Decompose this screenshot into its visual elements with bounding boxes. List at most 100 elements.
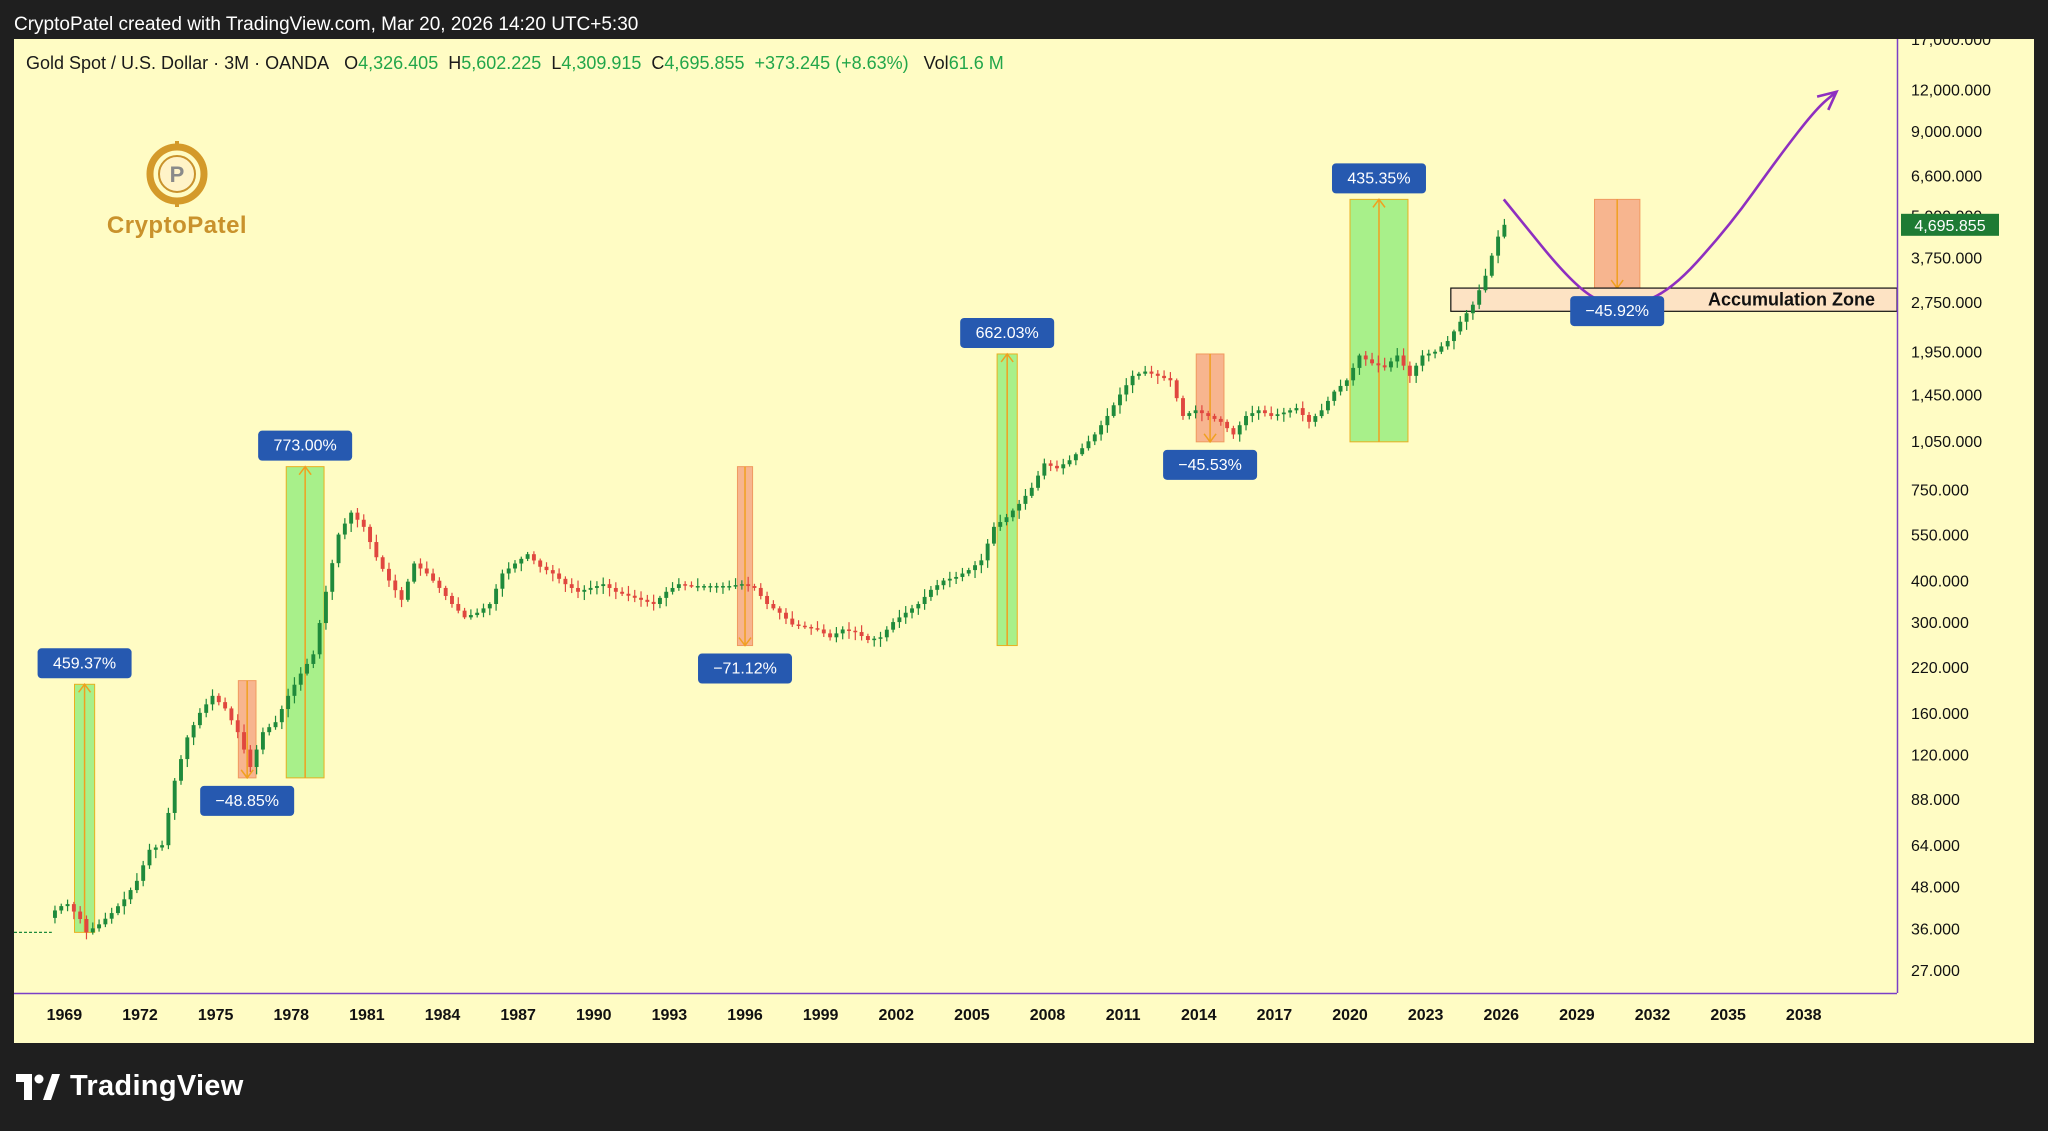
- candle-body: [216, 695, 221, 703]
- candle-body: [160, 845, 165, 848]
- candle-body: [928, 589, 933, 597]
- coin-logo-icon: P: [146, 141, 208, 207]
- candle-body: [771, 603, 776, 609]
- measure-arrow-head: [1000, 352, 1014, 363]
- percent-label-bg: [1570, 296, 1665, 327]
- x-tick-label: 2023: [1408, 1007, 1444, 1024]
- candle-body: [481, 608, 486, 613]
- x-tick-label: 1984: [425, 1007, 461, 1024]
- y-tick-label: 550.000: [1911, 528, 1969, 545]
- candle-body: [1275, 414, 1280, 416]
- x-tick-label: 1972: [122, 1007, 158, 1024]
- candle-body: [721, 586, 725, 588]
- y-tick-label: 64.000: [1911, 838, 1960, 855]
- candle-body: [670, 587, 675, 592]
- candle-body: [853, 630, 858, 633]
- candle-body: [1313, 416, 1318, 422]
- candle-body: [1426, 353, 1431, 356]
- candle-body: [689, 585, 694, 587]
- candle-body: [664, 591, 669, 598]
- measure-arrow-head: [77, 683, 92, 693]
- annotation-overlay: Accumulation Zone 459.37% −48.85% 773.00% −7…: [37, 89, 1875, 816]
- candle-body: [412, 563, 417, 582]
- percent-label: 459.37%: [53, 655, 116, 672]
- candle-body: [903, 612, 908, 618]
- candle-body: [922, 596, 927, 604]
- candle-body: [431, 573, 436, 581]
- x-tick-label: 2029: [1559, 1007, 1595, 1024]
- percent-label-bg: [200, 785, 295, 816]
- chart-attribution: CryptoPatel created with TradingView.com…: [14, 14, 639, 35]
- last-price-label: 4,695.855: [1914, 218, 1985, 235]
- candle-body: [513, 563, 517, 569]
- candle-body: [53, 910, 57, 918]
- candle-body: [821, 629, 826, 634]
- candle-body: [122, 899, 127, 907]
- candle-body: [746, 584, 751, 587]
- y-tick-label: 3,750.000: [1911, 250, 1982, 267]
- candle-body: [1206, 413, 1211, 416]
- candle-body: [1489, 255, 1494, 276]
- candle-body: [355, 512, 360, 520]
- candle-body: [1332, 391, 1337, 401]
- x-tick-label: 2005: [954, 1007, 990, 1024]
- candle-body: [865, 636, 870, 640]
- y-tick-label: 400.000: [1911, 574, 1969, 591]
- candle-body: [878, 637, 883, 639]
- candle-body: [330, 563, 335, 592]
- candle-body: [443, 587, 448, 596]
- candle-body: [935, 585, 940, 590]
- x-tick-label: 1999: [803, 1007, 839, 1024]
- y-tick-label: 1,450.000: [1911, 388, 1982, 405]
- measure-arrow-head: [1203, 433, 1217, 444]
- measure-arrow-head: [298, 465, 312, 476]
- accumulation-zone-label: Accumulation Zone: [1708, 290, 1875, 310]
- tradingview-footer[interactable]: TradingView: [16, 1070, 244, 1103]
- x-tick-label: 2032: [1635, 1007, 1671, 1024]
- candle-body: [897, 617, 902, 623]
- candle-body: [1262, 410, 1267, 414]
- candle-body: [349, 512, 354, 524]
- projection-arrow-head: [1816, 89, 1839, 111]
- candle-body: [1143, 371, 1148, 374]
- candle-body: [1036, 475, 1041, 488]
- tradingview-logo-icon: [16, 1073, 60, 1100]
- percent-label: −45.53%: [1178, 457, 1242, 474]
- candle-body: [1181, 398, 1185, 416]
- candle-body: [1407, 365, 1412, 376]
- x-tick-label: 1975: [198, 1007, 234, 1024]
- candle-body: [1414, 365, 1419, 376]
- candle-body: [279, 709, 284, 723]
- chart-panel[interactable]: Accumulation Zone 459.37% −48.85% 773.00% −7…: [14, 39, 2034, 1043]
- candle-body: [613, 587, 618, 592]
- candle-body: [991, 526, 996, 544]
- measure-arrow-head: [1372, 198, 1386, 208]
- y-tick-label: 1,050.000: [1911, 434, 1982, 451]
- candle-body: [487, 603, 492, 609]
- percent-label: −45.92%: [1585, 303, 1649, 320]
- y-tick-label: 27.000: [1911, 963, 1960, 980]
- candle-body: [317, 623, 322, 655]
- candle-body: [758, 587, 763, 596]
- price-chart[interactable]: Accumulation Zone 459.37% −48.85% 773.00% −7…: [14, 39, 2034, 1043]
- candle-body: [708, 586, 713, 588]
- candle-body: [1281, 412, 1286, 415]
- candle-body: [506, 568, 511, 574]
- candle-body: [1010, 510, 1015, 518]
- candle-body: [676, 584, 681, 588]
- candle-body: [1502, 224, 1507, 237]
- y-tick-label: 160.000: [1911, 706, 1969, 723]
- percent-label-bg: [1331, 163, 1426, 194]
- candle-body: [305, 663, 309, 674]
- candle-body: [1294, 408, 1299, 411]
- candle-body: [1004, 517, 1009, 523]
- candle-body: [141, 865, 146, 881]
- candle-body: [576, 587, 580, 592]
- candle-body: [1061, 464, 1066, 469]
- y-tick-label: 17,000.000: [1911, 39, 1991, 49]
- candle-body: [229, 708, 234, 721]
- candle-body: [1370, 359, 1375, 364]
- candle-body: [1470, 304, 1475, 314]
- candle-body: [1237, 425, 1242, 435]
- x-tick-label: 2038: [1786, 1007, 1822, 1024]
